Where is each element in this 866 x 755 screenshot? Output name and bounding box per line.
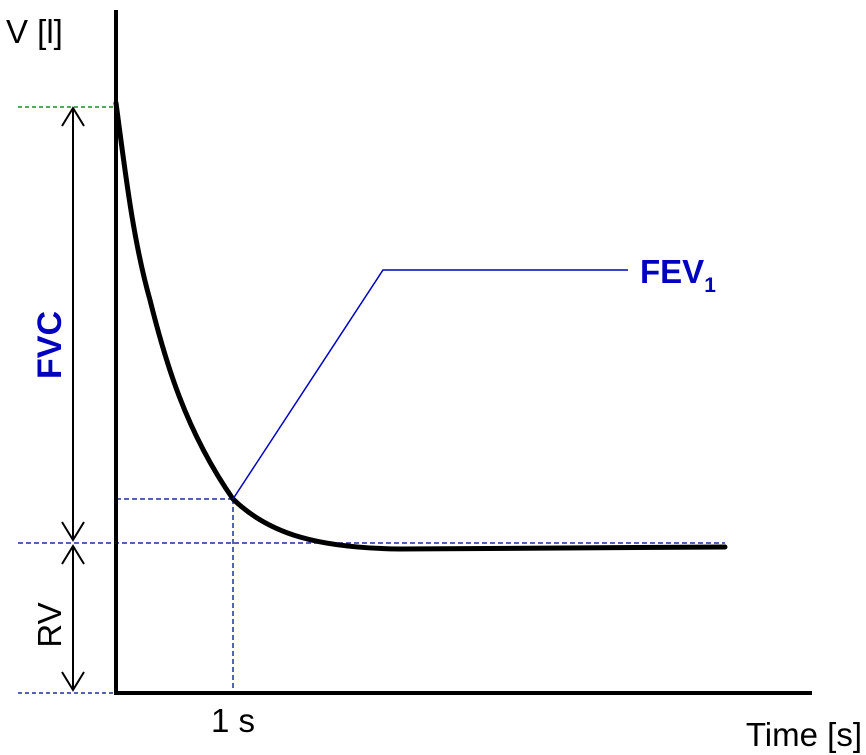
fev1-label: FEV1 (640, 253, 716, 297)
rv-label: RV (31, 602, 68, 647)
x-axis-label: Time [s] (746, 716, 862, 753)
x-tick-label-one-second: 1 s (211, 702, 255, 739)
fev1-label-main: FEV (640, 253, 704, 290)
volume-curve (116, 103, 725, 549)
fvc-label: FVC (31, 311, 69, 379)
fev1-leader-line (233, 270, 628, 499)
y-axis-label: V [l] (6, 13, 63, 50)
fev1-label-subscript: 1 (704, 274, 716, 297)
